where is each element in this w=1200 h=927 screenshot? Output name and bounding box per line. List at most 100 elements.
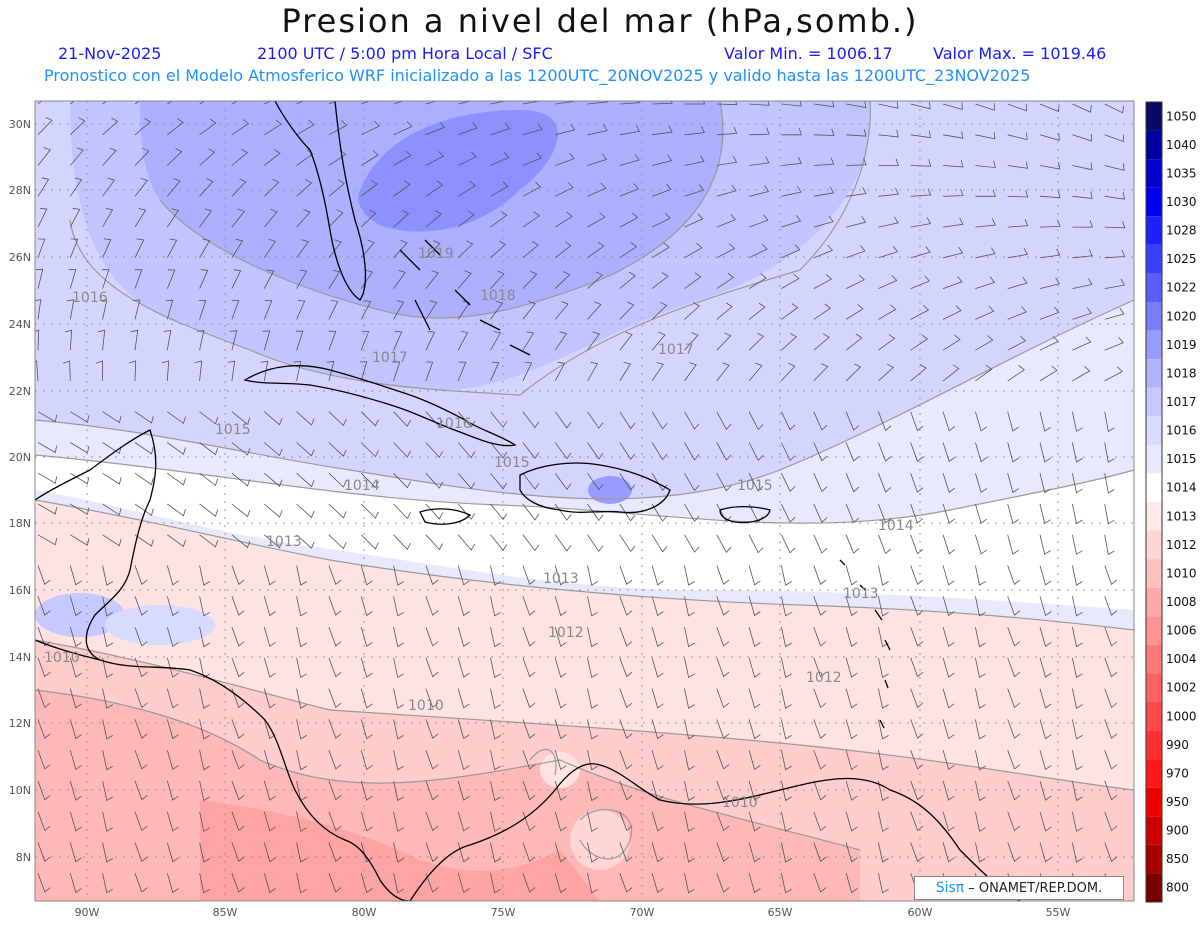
wind-barb bbox=[135, 904, 147, 923]
lat-label: 24N bbox=[9, 318, 31, 331]
wind-barb bbox=[231, 178, 247, 197]
wind-barb bbox=[1072, 534, 1083, 555]
forecast-note: Pronostico con el Modelo Atmosferico WRF… bbox=[44, 66, 1031, 85]
wind-barb bbox=[846, 216, 867, 228]
wind-barb bbox=[716, 442, 732, 461]
wind-barb bbox=[1104, 473, 1115, 494]
isobar-label: 1014 bbox=[344, 478, 380, 494]
wind-barb bbox=[360, 503, 379, 519]
colorbar-label: 800 bbox=[1166, 881, 1189, 895]
wind-barb bbox=[845, 245, 866, 259]
wind-barb bbox=[845, 274, 865, 289]
wind-barb bbox=[1007, 503, 1019, 524]
wind-barb bbox=[457, 240, 474, 259]
wind-barb bbox=[587, 811, 598, 832]
wind-barb bbox=[781, 719, 792, 740]
wind-barb bbox=[942, 688, 955, 709]
wind-barb bbox=[846, 904, 857, 923]
wind-barb bbox=[425, 657, 439, 678]
wind-barb bbox=[393, 534, 411, 550]
colorbar-label: 1014 bbox=[1166, 481, 1197, 495]
wind-barb bbox=[1039, 306, 1060, 320]
wind-barb bbox=[69, 177, 83, 197]
colorbar-swatch bbox=[1146, 387, 1162, 417]
wind-barb bbox=[684, 473, 700, 492]
wind-barb bbox=[522, 101, 542, 105]
wind-barb bbox=[813, 719, 827, 739]
wind-barb bbox=[360, 750, 373, 771]
wind-barb bbox=[69, 657, 82, 678]
wind-barb bbox=[522, 657, 536, 678]
wind-barb bbox=[942, 842, 955, 863]
wind-barb bbox=[716, 534, 732, 553]
wind-barb bbox=[845, 750, 858, 771]
isobar-label: 1015 bbox=[737, 478, 773, 494]
wind-barb bbox=[328, 657, 342, 678]
wind-barb bbox=[199, 873, 211, 894]
wind-barb bbox=[166, 657, 179, 678]
wind-barb bbox=[425, 330, 436, 351]
wind-barb bbox=[716, 155, 738, 166]
wind-barb bbox=[588, 904, 598, 924]
colorbar-swatch bbox=[1146, 530, 1162, 560]
wind-barb bbox=[781, 333, 797, 351]
wind-barb bbox=[134, 873, 148, 893]
wind-barb bbox=[975, 189, 996, 197]
wind-barb bbox=[1105, 904, 1117, 923]
wind-barb bbox=[457, 472, 476, 490]
wind-barb bbox=[490, 122, 511, 136]
wind-barb bbox=[619, 442, 636, 460]
wind-barb bbox=[975, 503, 988, 524]
wind-barb bbox=[1104, 842, 1118, 862]
wind-barb bbox=[748, 332, 765, 351]
wind-barb bbox=[393, 750, 404, 771]
wind-barb bbox=[910, 334, 928, 351]
wind-barb bbox=[490, 240, 507, 259]
isobar-label: 1015 bbox=[494, 455, 530, 471]
wind-barb bbox=[846, 187, 867, 197]
wind-barb bbox=[490, 842, 501, 863]
wind-barb bbox=[522, 842, 536, 862]
wind-barb bbox=[425, 719, 439, 739]
wind-barb bbox=[196, 330, 205, 351]
latitude-axis: 30N 28N 26N 24N 22N 20N 18N 16N 14N 12N … bbox=[9, 118, 31, 864]
wind-barb bbox=[619, 503, 636, 522]
wind-barb bbox=[328, 472, 347, 488]
wind-barb bbox=[554, 811, 567, 832]
wind-barb bbox=[878, 688, 889, 709]
wind-barb bbox=[554, 472, 572, 491]
wind-barb bbox=[1072, 657, 1083, 679]
wind-barb bbox=[651, 657, 664, 678]
wind-barb bbox=[554, 688, 567, 709]
wind-barb bbox=[1104, 719, 1118, 739]
wind-barb bbox=[297, 904, 307, 924]
wind-barb bbox=[1007, 534, 1019, 555]
wind-barb bbox=[359, 361, 368, 382]
wind-barb bbox=[1039, 534, 1051, 555]
wind-barb bbox=[522, 472, 540, 490]
wind-barb bbox=[910, 411, 924, 432]
wind-barb bbox=[878, 275, 898, 289]
wind-barb bbox=[199, 148, 216, 166]
wind-barb bbox=[128, 360, 137, 381]
wind-barb bbox=[490, 300, 503, 320]
wind-barb bbox=[264, 411, 283, 426]
wind-barb bbox=[554, 626, 567, 647]
wind-barb bbox=[134, 534, 154, 547]
wind-barb bbox=[102, 238, 112, 258]
wind-barb bbox=[910, 442, 924, 462]
wind-barb bbox=[1072, 596, 1083, 617]
wind-barb bbox=[749, 127, 770, 136]
colorbar-label: 970 bbox=[1166, 766, 1189, 780]
wind-barb bbox=[781, 750, 792, 771]
wind-barb bbox=[1007, 688, 1021, 709]
wind-barb bbox=[975, 596, 986, 617]
wind-barb bbox=[263, 842, 276, 863]
wind-barb bbox=[458, 151, 477, 166]
colorbar-swatch bbox=[1146, 130, 1162, 160]
wind-barb bbox=[37, 626, 51, 647]
wind-barb bbox=[878, 442, 892, 462]
wind-barb bbox=[490, 627, 501, 648]
wind-barb bbox=[263, 565, 276, 586]
wind-barb bbox=[684, 719, 695, 740]
